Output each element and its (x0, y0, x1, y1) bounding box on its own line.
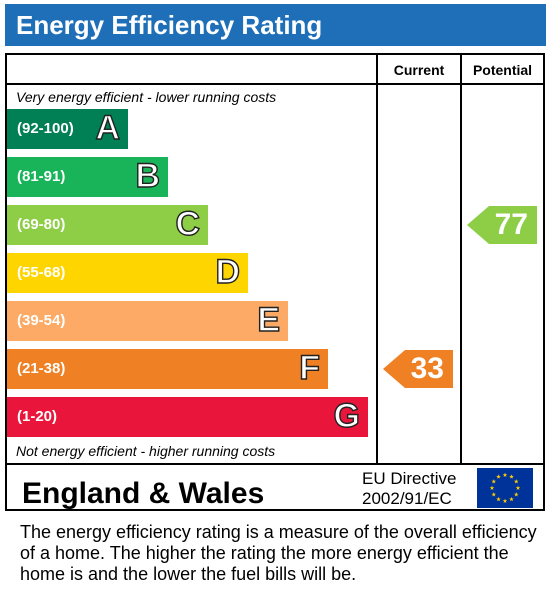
band-d: (55-68) D (7, 252, 248, 293)
eu-directive: EU Directive 2002/91/EC (362, 469, 456, 509)
current-column-header: Current (393, 62, 445, 78)
eu-star-icon (489, 485, 495, 490)
band-range-label: (81-91) (17, 168, 66, 185)
eu-star-icon (491, 492, 497, 497)
eu-star-icon (513, 492, 519, 497)
country-label: England & Wales (22, 477, 265, 510)
band-letter: F (299, 348, 321, 387)
current-rating-arrow: 33 (383, 350, 453, 388)
eu-star-icon (496, 474, 501, 479)
eu-star-icon (502, 498, 508, 503)
potential-column-header: Potential (472, 62, 533, 78)
eu-flag-icon (477, 468, 533, 508)
header-divider (7, 83, 543, 85)
band-range-label: (1-20) (17, 408, 58, 425)
current-rating-value: 33 (410, 352, 444, 385)
band-c: (69-80) C (7, 204, 208, 245)
potential-rating-arrow: 77 (467, 206, 537, 244)
bottom-note: Not energy efficient - higher running co… (16, 443, 276, 459)
band-g: (1-20) G (7, 396, 368, 437)
current-column-divider (376, 55, 378, 463)
directive-line-1: EU Directive (362, 469, 457, 488)
band-letter: C (175, 204, 201, 243)
band-letter: D (215, 252, 241, 291)
band-f: (21-38) F (7, 348, 328, 389)
band-letter: G (333, 396, 361, 435)
band-range-label: (69-80) (17, 216, 66, 233)
band-range-label: (21-38) (17, 360, 66, 377)
chart-title: Energy Efficiency Rating (5, 4, 546, 46)
eu-star-icon (491, 479, 497, 484)
top-note: Very energy efficient - lower running co… (16, 89, 277, 105)
eu-star-icon (502, 472, 508, 477)
band-a: (92-100) A (7, 108, 128, 149)
band-letter: E (257, 300, 281, 339)
eu-star-icon (513, 479, 519, 484)
eu-star-icon (515, 485, 521, 490)
potential-rating-value: 77 (494, 208, 528, 241)
band-b: (81-91) B (7, 156, 168, 197)
eu-star-icon (509, 496, 514, 502)
band-e: (39-54) E (7, 300, 288, 341)
directive-line-2: 2002/91/EC (362, 489, 452, 508)
eu-star-icon (496, 496, 501, 502)
eu-star-icon (509, 474, 514, 479)
band-range-label: (92-100) (17, 120, 74, 137)
potential-column-divider (460, 55, 462, 463)
band-range-label: (55-68) (17, 264, 66, 281)
footer-divider (7, 463, 543, 465)
rating-table: Current Potential Very energy efficient … (5, 53, 545, 511)
band-range-label: (39-54) (17, 312, 66, 329)
band-letter: B (135, 156, 161, 195)
band-letter: A (95, 108, 121, 147)
description-text: The energy efficiency rating is a measur… (20, 522, 537, 584)
